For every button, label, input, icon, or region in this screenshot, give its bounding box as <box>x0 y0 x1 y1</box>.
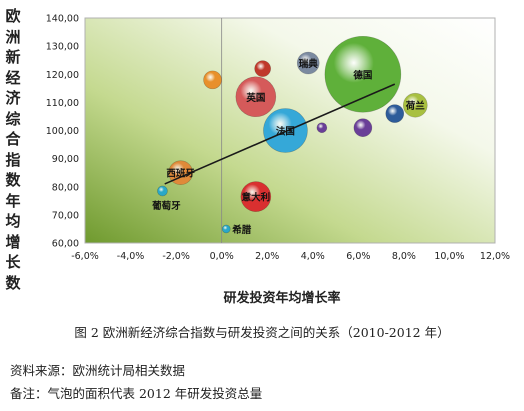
bubble-label: 意大利 <box>242 192 271 204</box>
bubble-label: 荷兰 <box>405 100 426 112</box>
x-tick-label: -2,0% <box>162 251 190 262</box>
bubble <box>316 122 328 133</box>
source-note: 资料来源：欧洲统计局相关数据 <box>10 363 186 378</box>
bubble <box>324 35 402 113</box>
bubble-label: 瑞典 <box>299 58 319 70</box>
bubble <box>235 76 277 118</box>
bubble <box>254 60 271 77</box>
y-tick-label: 110,00 <box>46 98 79 109</box>
bubble <box>263 108 308 153</box>
y-tick-label: 90,00 <box>52 154 79 165</box>
bubble-label: 德国 <box>353 69 372 81</box>
remark-note: 备注：气泡的面积代表 2012 年研发投资总量 <box>10 386 263 401</box>
y-tick-label: 130,00 <box>46 42 79 53</box>
bubble <box>203 70 222 90</box>
y-tick-label: 100,00 <box>46 126 79 137</box>
bubble-label: 法国 <box>276 126 295 138</box>
x-tick-label: 10,0% <box>434 251 464 262</box>
bubble-label: 西班牙 <box>166 168 195 180</box>
bubble <box>385 104 405 123</box>
x-axis-label: 研发投资年均增长率 <box>223 291 341 306</box>
y-tick-label: 80,00 <box>52 182 79 193</box>
bubble <box>353 118 373 137</box>
x-tick-label: -4,0% <box>117 251 145 262</box>
x-tick-label: 12,0% <box>480 251 510 262</box>
bubble <box>221 224 231 234</box>
bubble-chart: 欧洲新经济综合指数年均增长数 60,00 70,00 80,00 90,00 100,0… <box>5 7 510 306</box>
chart-svg: 60,00 70,00 80,00 90,00 100,00 110,00 120,00 13… <box>46 14 510 263</box>
y-tick-label: 140,00 <box>46 14 79 25</box>
y-tick-label: 120,00 <box>46 70 79 81</box>
bubble-label: 英国 <box>246 92 265 104</box>
y-tick-label: 70,00 <box>52 210 79 221</box>
x-tick-label: 8,0% <box>392 251 416 262</box>
bubble <box>157 185 168 197</box>
y-axis-label: 欧洲新经济综合指数年均增长数 <box>5 7 21 292</box>
bubble-label: 葡萄牙 <box>151 200 181 212</box>
bubble <box>402 92 428 118</box>
bubble <box>168 160 193 185</box>
x-tick-label: 4,0% <box>301 251 325 262</box>
x-tick-label: 0,0% <box>210 251 234 262</box>
bubble <box>296 51 320 75</box>
x-tick-label: -6,0% <box>71 251 99 262</box>
figure-caption: 图 2 欧洲新经济综合指数与研发投资之间的关系（2010-2012 年） <box>74 325 450 340</box>
bubble <box>240 181 272 212</box>
y-tick-label: 60,00 <box>52 239 79 250</box>
trendline <box>164 83 396 185</box>
x-tick-label: 2,0% <box>255 251 279 262</box>
x-tick-label: 6,0% <box>346 251 370 262</box>
bubble-label: 希腊 <box>232 224 252 236</box>
